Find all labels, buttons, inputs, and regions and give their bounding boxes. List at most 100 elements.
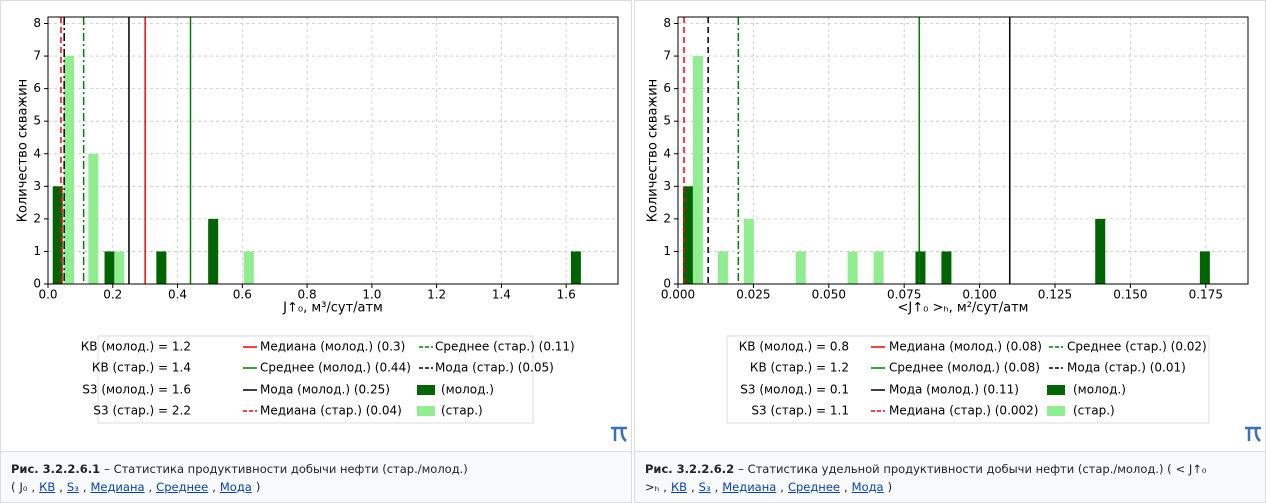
legend-stat: S3 (стар.) = 2.2 xyxy=(93,404,191,418)
caption-link[interactable]: S₃ xyxy=(66,480,79,494)
x-tick-label: 0.125 xyxy=(1038,288,1072,302)
x-tick-label: 0.150 xyxy=(1113,288,1147,302)
caption-link[interactable]: КВ xyxy=(39,480,56,494)
x-tick-label: 0.175 xyxy=(1189,288,1223,302)
y-tick-label: 0 xyxy=(33,277,41,291)
caption-text: , xyxy=(663,480,667,494)
x-tick-label: 0.000 xyxy=(661,288,695,302)
x-tick-label: 0.4 xyxy=(168,288,187,302)
plot-area xyxy=(48,17,618,284)
y-tick-label: 1 xyxy=(33,244,41,258)
chart: 0 1 2 3 4 5 6 7 8 0.0 0.2 0.4 0.6 0.8 1.0 1.2 1.4 1.6 J↑₀,… xyxy=(16,16,627,442)
legend-stat: КВ (стар.) = 1.4 xyxy=(92,361,191,375)
bar xyxy=(847,251,858,284)
bar xyxy=(208,218,219,284)
legend-label: Медиана (стар.) (0.04) xyxy=(260,404,402,418)
caption-link[interactable]: КВ xyxy=(670,480,688,494)
y-tick-label: 8 xyxy=(33,16,41,30)
y-tick-label: 4 xyxy=(33,146,41,160)
bar xyxy=(114,251,125,284)
y-tick-label: 1 xyxy=(663,244,671,258)
caption-link[interactable]: Медиана xyxy=(722,480,777,494)
caption-link[interactable]: Медиана xyxy=(90,480,145,494)
bar xyxy=(88,153,99,284)
caption-text: , xyxy=(31,480,36,494)
legend-label: Мода (стар.) (0.05) xyxy=(435,361,554,375)
legend-stat: S3 (молод.) = 0.1 xyxy=(740,383,849,397)
y-tick-label: 2 xyxy=(663,211,671,225)
axes-frame xyxy=(47,16,619,285)
legend-label: Медиана (стар.) (0.002) xyxy=(889,404,1038,418)
caption-text: J₀ xyxy=(19,480,28,494)
caption-text: , xyxy=(148,480,153,494)
bar xyxy=(915,251,926,284)
bar xyxy=(1095,218,1106,284)
caption-link[interactable]: S₃ xyxy=(698,480,711,494)
bar xyxy=(743,218,754,284)
y-axis-label: Количество скважин xyxy=(16,79,31,222)
caption-link[interactable]: Мода xyxy=(851,480,884,494)
caption-text: < J↑₀ >ₕ xyxy=(645,462,1207,494)
y-tick-label: 5 xyxy=(663,114,671,128)
caption-text: , xyxy=(843,480,848,494)
legend-box xyxy=(726,335,1210,424)
legend-label: Медиана (молод.) (0.3) xyxy=(260,340,405,354)
y-axis-label: Количество скважин xyxy=(646,79,661,222)
caption-text: ) xyxy=(887,480,893,494)
x-tick-label: 1.2 xyxy=(427,288,446,302)
legend-label: Мода (молод.) (0.11) xyxy=(889,383,1019,397)
figure-caption: Рис. 3.2.2.6.2– Статистика удельной прод… xyxy=(635,451,1265,502)
caption-text: , xyxy=(780,480,784,494)
bar xyxy=(52,186,63,284)
bar xyxy=(682,186,693,284)
formula-icon[interactable] xyxy=(611,426,627,442)
caption-text: ) xyxy=(255,480,261,494)
x-tick-label: 0.2 xyxy=(103,288,122,302)
y-tick-label: 6 xyxy=(33,81,41,95)
bar xyxy=(1199,251,1210,284)
legend-stat: S3 (стар.) = 1.1 xyxy=(751,404,849,418)
bar xyxy=(243,251,254,284)
x-tick-label: 1.0 xyxy=(362,288,381,302)
legend-label: (стар.) xyxy=(441,404,483,418)
axes-frame xyxy=(677,16,1249,285)
y-tick-label: 7 xyxy=(663,49,671,63)
bar xyxy=(941,251,952,284)
bar xyxy=(717,251,728,284)
bar xyxy=(795,251,806,284)
x-tick-label: 0.8 xyxy=(298,288,317,302)
x-tick-label: 0.6 xyxy=(233,288,252,302)
caption-label: Рис. 3.2.2.6.2 xyxy=(645,462,735,476)
legend-label: Мода (стар.) (0.01) xyxy=(1067,361,1186,375)
legend-stat: КВ (стар.) = 1.2 xyxy=(750,361,849,375)
bar xyxy=(64,56,75,285)
bar xyxy=(104,251,115,284)
x-axis-label: J↑₀, м³/сут/атм xyxy=(282,301,383,316)
x-tick-label: 0.075 xyxy=(887,288,921,302)
figure-panel: 0 1 2 3 4 5 6 7 8 0.0 0.2 0.4 0.6 0.8 1.0 1.2 1.4 1.6 J↑₀,… xyxy=(0,0,632,503)
caption-text: – Статистика удельной продуктивности доб… xyxy=(738,462,1172,476)
legend-label: (молод.) xyxy=(441,383,494,397)
x-axis-label: <J↑₀ >ₕ, м²/сут/атм xyxy=(898,301,1029,316)
x-tick-label: 1.4 xyxy=(492,288,511,302)
figure-panel: 0 1 2 3 4 5 6 7 8 0.000 0.025 0.050 0.075 0.100 0.125 0… xyxy=(634,0,1266,503)
figure-caption: Рис. 3.2.2.6.1– Статистика продуктивност… xyxy=(1,451,631,502)
x-tick-label: 1.6 xyxy=(557,288,576,302)
caption-link[interactable]: Среднее xyxy=(156,480,209,494)
legend-stat: КВ (молод.) = 1.2 xyxy=(81,340,191,354)
y-tick-label: 0 xyxy=(663,277,671,291)
legend-box xyxy=(97,335,534,424)
legend-label: Мода (молод.) (0.25) xyxy=(260,383,390,397)
caption-text: , xyxy=(714,480,719,494)
caption-link[interactable]: Мода xyxy=(219,480,252,494)
y-tick-label: 3 xyxy=(33,179,41,193)
caption-label: Рис. 3.2.2.6.1 xyxy=(11,462,101,476)
bar xyxy=(692,56,703,285)
legend-label: Среднее (стар.) (0.02) xyxy=(1067,340,1207,354)
legend-stat: КВ (молод.) = 0.8 xyxy=(739,340,849,354)
legend-label: Среднее (стар.) (0.11) xyxy=(435,340,575,354)
caption-text: , xyxy=(82,480,87,494)
formula-icon[interactable] xyxy=(1245,426,1261,442)
caption-link[interactable]: Среднее xyxy=(787,480,840,494)
x-tick-label: 0.050 xyxy=(812,288,846,302)
